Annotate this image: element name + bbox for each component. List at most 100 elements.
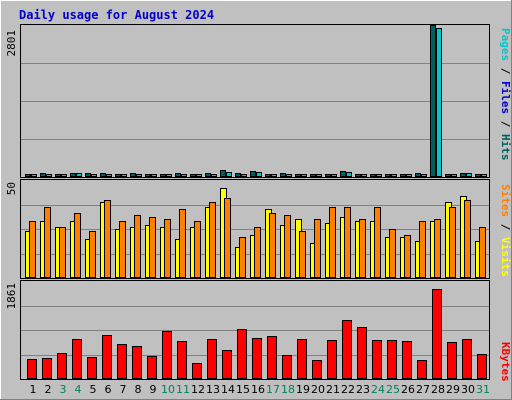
panel-top-bars xyxy=(25,25,487,177)
bar-pages-day-3 xyxy=(61,174,67,177)
bar-sites-day-2 xyxy=(44,207,51,278)
bar-pages-day-20 xyxy=(316,174,322,177)
bar-pages-day-23 xyxy=(361,174,367,177)
bar-sites-day-3 xyxy=(59,227,66,278)
bar-pages-day-12 xyxy=(196,174,202,177)
bar-pages-day-25 xyxy=(391,174,397,177)
bar-kbytes-day-4 xyxy=(72,339,82,379)
bar-kbytes-day-16 xyxy=(252,338,262,379)
bar-pages-day-22 xyxy=(346,172,352,177)
bar-pages-day-21 xyxy=(331,174,337,177)
bar-kbytes-day-6 xyxy=(102,335,112,379)
bar-kbytes-day-19 xyxy=(297,339,307,379)
bar-pages-day-18 xyxy=(286,174,292,177)
x-tick-label-day-23: 23 xyxy=(356,383,370,396)
bar-sites-day-16 xyxy=(254,227,261,278)
bar-sites-day-4 xyxy=(74,213,81,278)
series-label-part: Pages xyxy=(499,28,512,61)
x-tick-label-day-30: 30 xyxy=(461,383,475,396)
panel-top: 2801 Pages / Files / Hits xyxy=(5,24,512,178)
bar-hits-day-28 xyxy=(430,25,436,177)
bar-kbytes-day-25 xyxy=(387,340,397,379)
bar-pages-day-7 xyxy=(121,174,127,177)
bar-sites-day-22 xyxy=(344,207,351,278)
bar-kbytes-day-27 xyxy=(417,360,427,379)
bar-sites-day-12 xyxy=(194,221,201,278)
bar-hits-day-19 xyxy=(295,174,301,177)
bar-kbytes-day-10 xyxy=(162,331,172,379)
bar-sites-day-7 xyxy=(119,221,126,278)
x-tick-label-day-9: 9 xyxy=(150,383,157,396)
bar-sites-day-18 xyxy=(284,215,291,278)
bar-kbytes-day-5 xyxy=(87,357,97,379)
bar-sites-day-20 xyxy=(314,219,321,278)
bar-sites-day-14 xyxy=(224,198,231,278)
bar-pages-day-9 xyxy=(151,174,157,177)
bar-pages-day-16 xyxy=(256,172,262,177)
bar-kbytes-day-3 xyxy=(57,353,67,379)
bar-kbytes-day-15 xyxy=(237,329,247,379)
series-label-part: Hits xyxy=(499,134,512,161)
bar-kbytes-day-29 xyxy=(447,342,457,379)
bar-hits-day-1 xyxy=(25,174,31,177)
x-tick-label-day-16: 16 xyxy=(251,383,265,396)
bar-hits-day-23 xyxy=(355,174,361,177)
bar-pages-day-19 xyxy=(301,174,307,177)
x-tick-label-day-18: 18 xyxy=(281,383,295,396)
panel-mid: 50 Sites / Visits xyxy=(5,179,512,279)
bar-pages-day-26 xyxy=(406,174,412,177)
x-tick-label-day-22: 22 xyxy=(341,383,355,396)
series-label-part: KBytes xyxy=(499,342,512,382)
x-tick-label-day-4: 4 xyxy=(75,383,82,396)
panel-mid-ymax-label: 50 xyxy=(5,182,18,195)
bar-pages-day-14 xyxy=(226,172,232,177)
bar-pages-day-4 xyxy=(76,173,82,177)
x-tick-label-day-20: 20 xyxy=(311,383,325,396)
bar-sites-day-1 xyxy=(29,221,36,278)
panel-top-series-label: Pages / Files / Hits xyxy=(499,28,512,161)
bar-sites-day-30 xyxy=(464,200,471,278)
bar-pages-day-17 xyxy=(271,174,277,177)
bar-hits-day-25 xyxy=(385,174,391,177)
bar-sites-day-9 xyxy=(149,217,156,278)
chart-title: Daily usage for August 2024 xyxy=(19,8,214,22)
x-tick-label-day-19: 19 xyxy=(296,383,310,396)
bar-sites-day-25 xyxy=(389,229,396,278)
bar-kbytes-day-2 xyxy=(42,358,52,379)
panel-bot: 1861 KBytes xyxy=(5,280,512,382)
bar-sites-day-15 xyxy=(239,237,246,278)
bar-hits-day-3 xyxy=(55,174,61,177)
bar-kbytes-day-30 xyxy=(462,339,472,379)
bar-kbytes-day-23 xyxy=(357,327,367,379)
bar-sites-day-13 xyxy=(209,202,216,278)
bar-kbytes-day-9 xyxy=(147,356,157,379)
bar-hits-day-26 xyxy=(400,174,406,177)
bar-kbytes-day-7 xyxy=(117,344,127,379)
panel-mid-series-label: Sites / Visits xyxy=(499,184,512,277)
bar-sites-day-19 xyxy=(299,231,306,278)
x-tick-label-day-2: 2 xyxy=(45,383,52,396)
bar-hits-day-27 xyxy=(415,173,421,177)
x-tick-label-day-21: 21 xyxy=(326,383,340,396)
bar-hits-day-30 xyxy=(460,173,466,177)
x-tick-label-day-29: 29 xyxy=(446,383,460,396)
x-tick-label-day-15: 15 xyxy=(236,383,250,396)
bar-hits-day-31 xyxy=(475,174,481,177)
bar-hits-day-15 xyxy=(235,173,241,177)
bar-kbytes-day-21 xyxy=(327,340,337,379)
bar-hits-day-7 xyxy=(115,174,121,177)
bar-pages-day-27 xyxy=(421,174,427,177)
bar-sites-day-11 xyxy=(179,209,186,278)
bar-hits-day-9 xyxy=(145,174,151,177)
bar-pages-day-24 xyxy=(376,174,382,177)
bar-kbytes-day-11 xyxy=(177,341,187,379)
x-tick-label-day-14: 14 xyxy=(221,383,235,396)
bar-sites-day-21 xyxy=(329,207,336,278)
bar-hits-day-8 xyxy=(130,173,136,177)
bar-sites-day-27 xyxy=(419,221,426,278)
bar-pages-day-5 xyxy=(91,174,97,177)
bar-hits-day-6 xyxy=(100,173,106,177)
bar-kbytes-day-24 xyxy=(372,340,382,379)
